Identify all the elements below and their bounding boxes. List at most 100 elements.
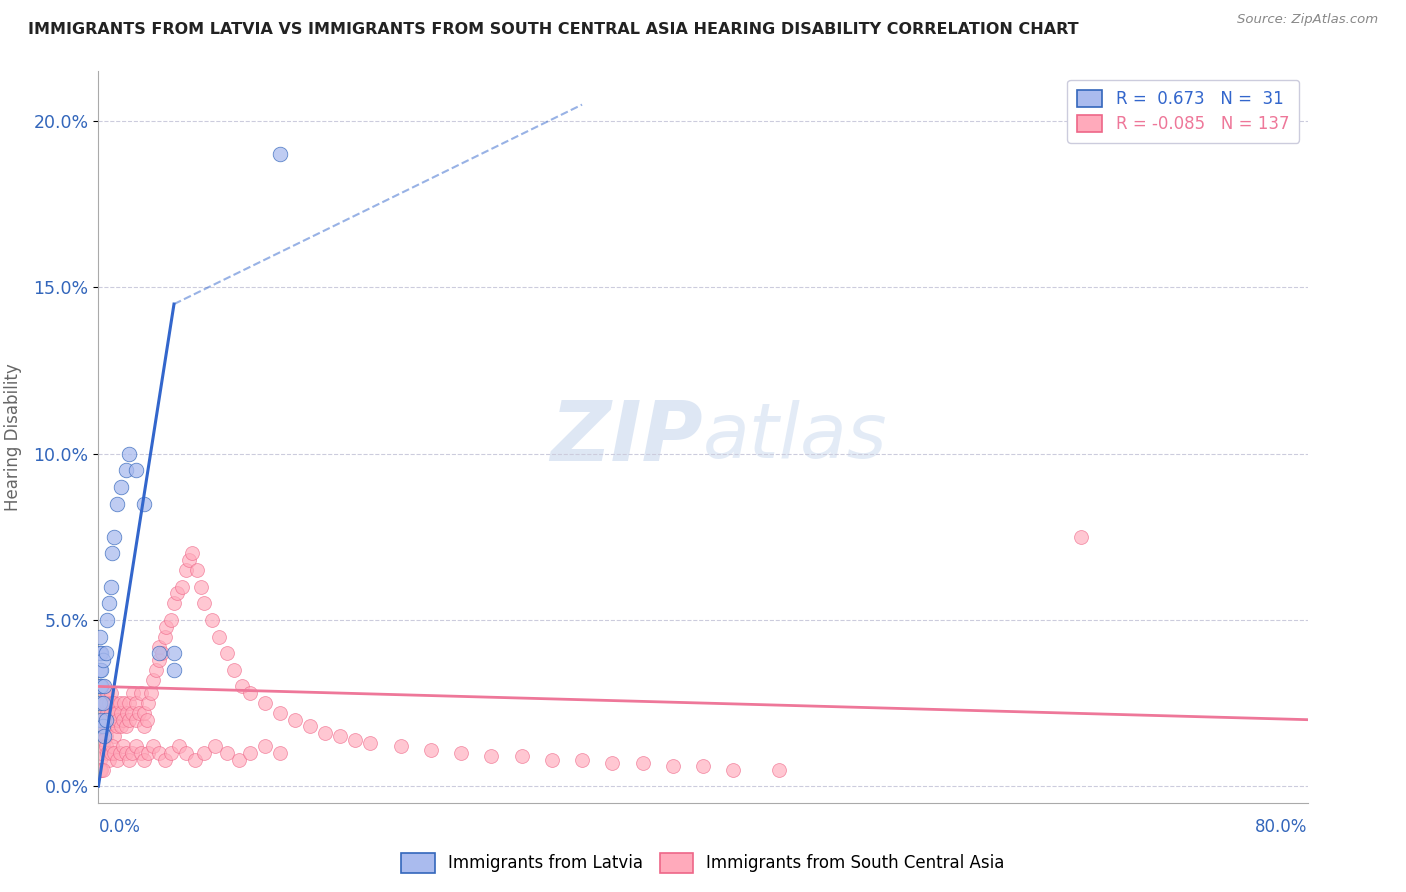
- Point: [89, 753, 111, 767]
- Point: [103, 530, 125, 544]
- Point: [201, 613, 224, 627]
- Point: [135, 713, 157, 727]
- Point: [90, 706, 112, 720]
- Point: [184, 753, 207, 767]
- Point: [723, 763, 745, 777]
- Point: [344, 732, 367, 747]
- Point: [94, 713, 117, 727]
- Point: [118, 696, 141, 710]
- Point: [91, 739, 114, 754]
- Point: [103, 696, 125, 710]
- Point: [100, 746, 122, 760]
- Point: [314, 726, 336, 740]
- Point: [141, 686, 163, 700]
- Point: [96, 746, 118, 760]
- Point: [166, 586, 188, 600]
- Point: [105, 719, 128, 733]
- Point: [98, 753, 121, 767]
- Point: [89, 646, 111, 660]
- Point: [91, 653, 114, 667]
- Point: [111, 739, 134, 754]
- Point: [129, 746, 152, 760]
- Point: [299, 719, 322, 733]
- Point: [114, 463, 136, 477]
- Point: [150, 646, 173, 660]
- Point: [193, 596, 215, 610]
- Point: [389, 739, 412, 754]
- Text: IMMIGRANTS FROM LATVIA VS IMMIGRANTS FROM SOUTH CENTRAL ASIA HEARING DISABILITY : IMMIGRANTS FROM LATVIA VS IMMIGRANTS FRO…: [28, 22, 1078, 37]
- Point: [89, 680, 111, 694]
- Point: [239, 746, 262, 760]
- Point: [93, 680, 115, 694]
- Point: [269, 706, 291, 720]
- Point: [540, 753, 562, 767]
- Point: [153, 630, 176, 644]
- Point: [93, 719, 115, 733]
- Point: [93, 686, 115, 700]
- Text: ZIP: ZIP: [550, 397, 703, 477]
- Point: [228, 753, 250, 767]
- Point: [160, 613, 183, 627]
- Point: [90, 663, 112, 677]
- Point: [231, 680, 253, 694]
- Point: [631, 756, 654, 770]
- Point: [103, 746, 125, 760]
- Point: [101, 713, 124, 727]
- Point: [91, 680, 114, 694]
- Point: [105, 706, 128, 720]
- Point: [136, 746, 159, 760]
- Point: [170, 580, 193, 594]
- Point: [100, 706, 122, 720]
- Point: [602, 756, 624, 770]
- Point: [239, 686, 262, 700]
- Point: [89, 663, 111, 677]
- Point: [108, 746, 131, 760]
- Point: [103, 729, 125, 743]
- Point: [96, 719, 118, 733]
- Point: [253, 739, 276, 754]
- Point: [90, 686, 112, 700]
- Point: [91, 696, 114, 710]
- Point: [98, 596, 121, 610]
- Point: [329, 729, 352, 743]
- Point: [100, 686, 122, 700]
- Point: [284, 713, 307, 727]
- Point: [163, 663, 186, 677]
- Point: [215, 646, 238, 660]
- Point: [125, 696, 148, 710]
- Point: [90, 746, 112, 760]
- Point: [107, 713, 129, 727]
- Point: [118, 447, 141, 461]
- Point: [142, 739, 165, 754]
- Point: [125, 463, 148, 477]
- Point: [148, 746, 170, 760]
- Point: [174, 563, 197, 577]
- Point: [118, 753, 141, 767]
- Point: [148, 646, 170, 660]
- Point: [132, 706, 155, 720]
- Text: Source: ZipAtlas.com: Source: ZipAtlas.com: [1237, 13, 1378, 27]
- Point: [91, 726, 114, 740]
- Point: [105, 753, 128, 767]
- Point: [224, 663, 246, 677]
- Point: [101, 696, 124, 710]
- Point: [114, 746, 136, 760]
- Point: [104, 706, 127, 720]
- Point: [111, 713, 134, 727]
- Point: [96, 686, 118, 700]
- Point: [110, 719, 132, 733]
- Point: [142, 673, 165, 687]
- Point: [89, 763, 111, 777]
- Point: [90, 713, 112, 727]
- Point: [90, 646, 112, 660]
- Point: [118, 713, 141, 727]
- Point: [96, 613, 118, 627]
- Point: [94, 739, 117, 754]
- Point: [269, 147, 291, 161]
- Point: [94, 696, 117, 710]
- Point: [96, 706, 118, 720]
- Text: atlas: atlas: [703, 401, 887, 474]
- Point: [190, 580, 212, 594]
- Point: [215, 746, 238, 760]
- Point: [204, 739, 226, 754]
